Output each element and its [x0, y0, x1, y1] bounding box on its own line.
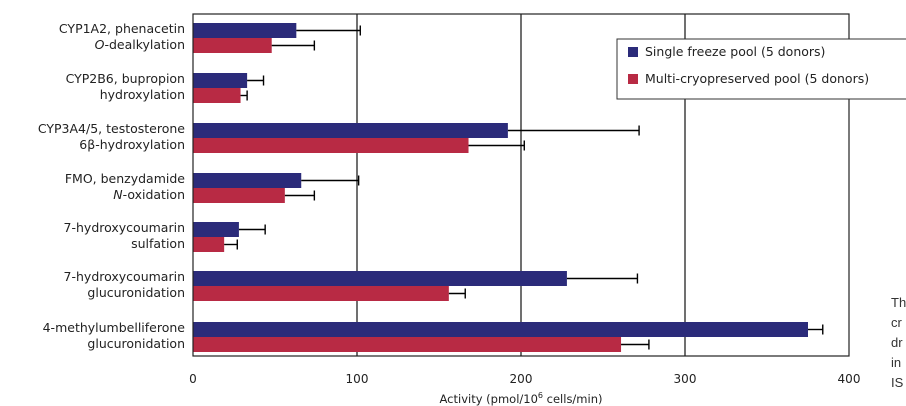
category-label-0-line-1: CYP1A2, phenacetin [59, 21, 185, 36]
x-tick-label-400: 400 [838, 372, 861, 386]
category-label-2-line-1: CYP3A4/5, testosterone [38, 121, 185, 136]
legend-label-multi: Multi-cryopreserved pool (5 donors) [645, 71, 869, 86]
bar-single-2 [193, 123, 508, 138]
category-label-6-line-2: glucuronidation [87, 336, 185, 351]
bar-multi-5 [193, 286, 449, 301]
error-bars [224, 25, 824, 350]
bar-single-4 [193, 222, 239, 237]
bars [193, 23, 808, 352]
bar-multi-0 [193, 38, 272, 53]
legend-swatch-multi [628, 74, 638, 84]
category-label-4-line-2: sulfation [131, 236, 185, 251]
bar-multi-6 [193, 337, 622, 352]
category-label-5-line-1: 7-hydroxycoumarin [64, 269, 185, 284]
side-text-fragment: Th cr dr in IS [891, 295, 906, 390]
bar-multi-2 [193, 138, 469, 153]
category-label-1-line-1: CYP2B6, bupropion [66, 71, 185, 86]
bar-single-3 [193, 173, 302, 188]
category-label-6-line-1: 4-methylumbelliferone [43, 320, 186, 335]
side-text-line-2: cr [891, 315, 903, 330]
legend: Single freeze pool (5 donors) Multi-cryop… [616, 38, 906, 100]
bar-single-5 [193, 271, 567, 286]
bar-single-0 [193, 23, 297, 38]
category-label-2-line-2: 6β-hydroxylation [79, 137, 185, 152]
side-text-line-1: Th [891, 295, 906, 310]
x-axis-title: Activity (pmol/106 cells/min) [440, 391, 603, 406]
category-label-3-line-1: FMO, benzydamide [65, 171, 185, 186]
category-label-4-line-1: 7-hydroxycoumarin [64, 220, 185, 235]
category-label-1-line-2: hydroxylation [100, 87, 185, 102]
x-tick-label-0: 0 [189, 372, 197, 386]
bar-single-6 [193, 322, 808, 337]
category-label-3-line-2: N-oxidation [113, 187, 185, 202]
x-tick-label-200: 200 [510, 372, 533, 386]
side-text-line-4: in [891, 355, 901, 370]
x-tick-labels: 0 100 200 300 400 [189, 372, 860, 386]
legend-box [616, 38, 906, 100]
plot-frame [192, 13, 850, 357]
x-tick-label-300: 300 [674, 372, 697, 386]
bar-multi-4 [193, 237, 225, 252]
bar-multi-1 [193, 88, 241, 103]
legend-swatch-single [628, 47, 638, 57]
x-tick-label-100: 100 [346, 372, 369, 386]
category-label-5-line-2: glucuronidation [87, 285, 185, 300]
bar-single-1 [193, 73, 248, 88]
side-text-line-3: dr [891, 335, 903, 350]
legend-label-single: Single freeze pool (5 donors) [645, 44, 825, 59]
category-label-0-line-2: O-dealkylation [95, 37, 185, 52]
plot-border [192, 13, 850, 357]
bar-multi-3 [193, 188, 285, 203]
side-text-line-5: IS [891, 375, 904, 390]
